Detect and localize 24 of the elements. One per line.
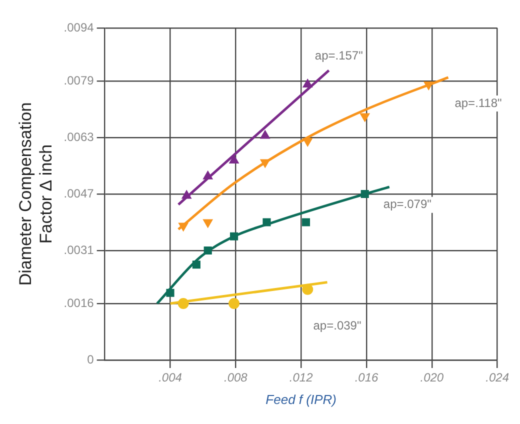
series-label: ap=.157" xyxy=(314,48,363,63)
x-tick-label: .004 xyxy=(158,370,182,385)
point xyxy=(302,218,310,226)
y-tick-label: .0031 xyxy=(64,242,94,257)
y-tick-label: .0094 xyxy=(64,20,94,34)
x-tick-label: .016 xyxy=(354,370,378,385)
point xyxy=(203,219,213,228)
point xyxy=(360,113,370,122)
point xyxy=(228,298,240,309)
line-series xyxy=(177,76,450,231)
series-label: ap=.079" xyxy=(383,197,432,212)
text: ap=.039" xyxy=(313,318,362,333)
x-tick-label: .008 xyxy=(224,370,248,385)
y-axis-title: Diameter Compensation Factor ∆ inch xyxy=(16,102,56,286)
x-axis-title: Feed f (IPR) xyxy=(266,392,336,407)
x-tick-label: .024 xyxy=(486,370,510,385)
y-tick-label: .0063 xyxy=(64,130,94,144)
y-tick-label: .0047 xyxy=(64,186,94,200)
x-tick-label: .020 xyxy=(420,370,444,385)
x-tick-label: .012 xyxy=(289,370,314,385)
y-tick-label: .0016 xyxy=(64,296,94,310)
y-tick-label: 0 xyxy=(87,352,94,366)
y-tick-label: .0079 xyxy=(64,73,94,88)
series-label: ap=.118" xyxy=(454,96,502,110)
